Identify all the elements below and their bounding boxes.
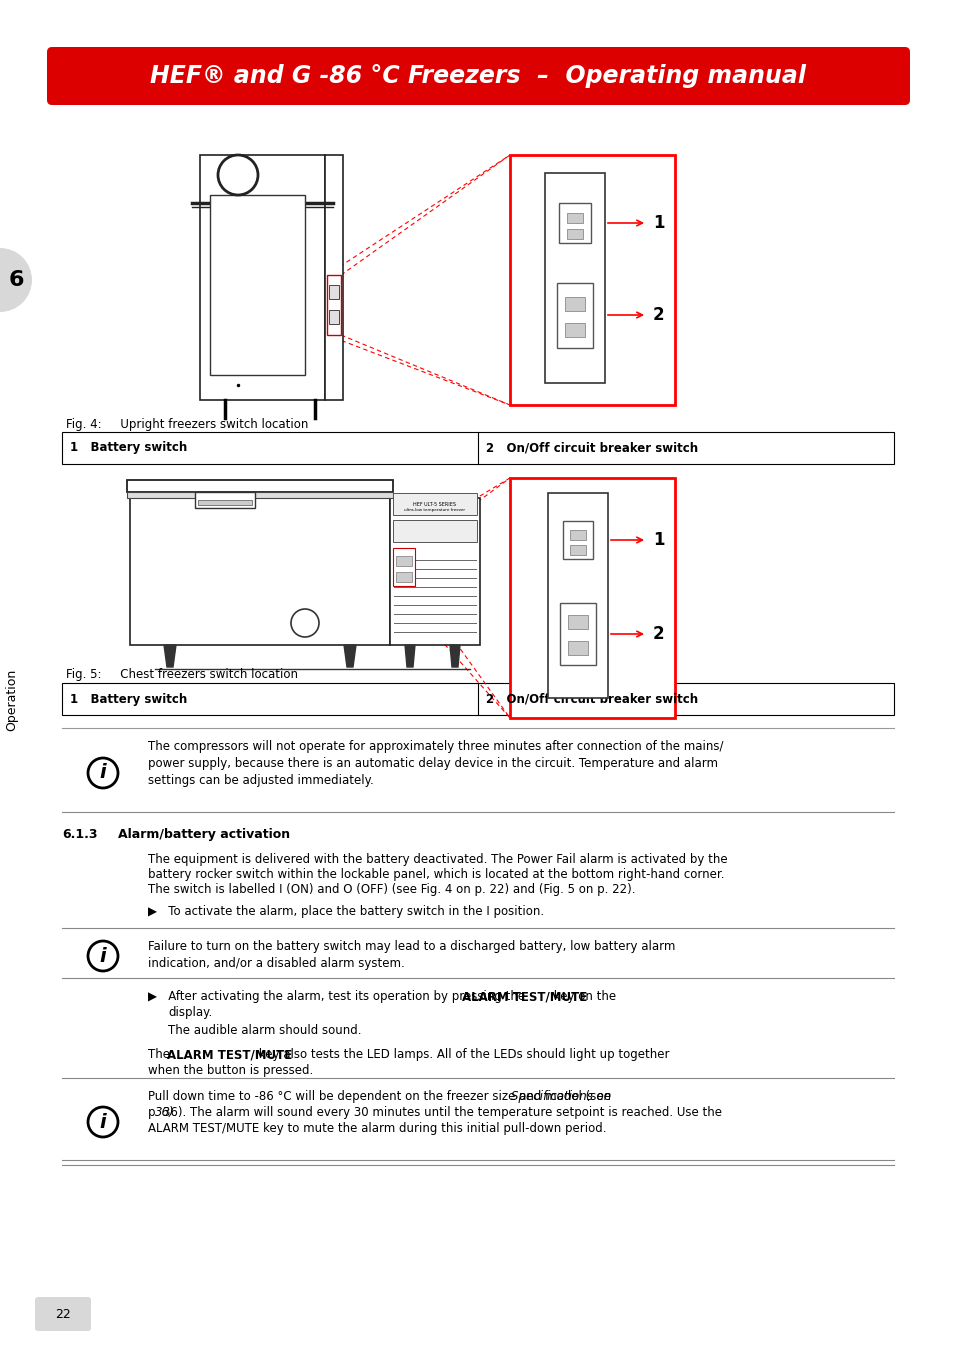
Bar [127,491,393,498]
Text: ▶   To activate the alarm, place the battery switch in the I position.: ▶ To activate the alarm, place the batte… [148,904,543,918]
Bar [567,641,587,655]
Bar [329,310,338,324]
Text: 6.1.3: 6.1.3 [62,828,97,841]
Circle shape [88,1107,118,1137]
Text: ALARM TEST/MUTE: ALARM TEST/MUTE [461,990,586,1003]
Bar [327,275,340,335]
Text: Pull down time to -86 °C will be dependent on the freezer size and model (see: Pull down time to -86 °C will be depende… [148,1089,614,1103]
Text: The equipment is delivered with the battery deactivated. The Power Fail alarm is: The equipment is delivered with the batt… [148,853,727,865]
Bar [564,323,584,338]
Bar [393,493,476,514]
Text: Operation: Operation [6,668,18,732]
Bar [510,155,675,405]
Polygon shape [450,645,459,667]
Text: 22: 22 [55,1308,71,1320]
Text: ultra-low temperature freezer: ultra-low temperature freezer [404,508,465,512]
Bar [395,556,412,566]
Bar [198,500,252,505]
Bar [566,230,582,239]
Bar [559,603,596,666]
Text: Alarm/battery activation: Alarm/battery activation [118,828,290,841]
Bar [558,202,590,243]
Text: 2: 2 [652,625,664,643]
Text: i: i [99,946,106,965]
Bar [127,481,393,491]
Text: The compressors will not operate for approximately three minutes after connectio: The compressors will not operate for app… [148,740,722,787]
Text: 36).: 36). [154,1106,178,1119]
Text: 2   On/Off circuit breaker switch: 2 On/Off circuit breaker switch [485,441,698,455]
Polygon shape [164,645,175,667]
Text: display.: display. [168,1006,212,1019]
Text: when the button is pressed.: when the button is pressed. [148,1064,313,1077]
Text: HEF® and G -86 °C Freezers  –  Operating manual: HEF® and G -86 °C Freezers – Operating m… [151,63,805,88]
Bar [564,297,584,310]
Bar [325,155,343,400]
Bar [544,173,604,383]
Text: battery rocker switch within the lockable panel, which is located at the bottom : battery rocker switch within the lockabl… [148,868,723,882]
Bar [562,521,593,559]
Text: Specifications on: Specifications on [510,1089,611,1103]
Text: Fig. 4:     Upright freezers switch location: Fig. 4: Upright freezers switch location [66,418,308,431]
Circle shape [88,941,118,971]
Wedge shape [0,248,32,312]
Bar [569,531,585,540]
Text: ▶   After activating the alarm, test its operation by pressing the: ▶ After activating the alarm, test its o… [148,990,528,1003]
Text: 6: 6 [9,270,24,290]
Text: ALARM TEST/MUTE: ALARM TEST/MUTE [167,1048,292,1061]
Polygon shape [405,645,415,667]
Bar [329,285,338,298]
Text: 1: 1 [652,531,664,549]
Text: Failure to turn on the battery switch may lead to a discharged battery, low batt: Failure to turn on the battery switch ma… [148,940,675,971]
Circle shape [88,757,118,788]
Bar [130,498,390,645]
FancyBboxPatch shape [35,1297,91,1331]
Bar [200,155,325,400]
Bar [62,683,893,716]
Text: The audible alarm should sound.: The audible alarm should sound. [168,1025,361,1037]
Bar [62,432,893,464]
Bar [210,194,305,375]
Circle shape [218,155,257,194]
Polygon shape [344,645,355,667]
Text: The: The [148,1048,173,1061]
Text: HEF ULT-5 SERIES: HEF ULT-5 SERIES [413,502,456,508]
Bar [510,478,675,718]
Bar [390,498,479,645]
Bar [557,284,593,348]
Text: p. 36). The alarm will sound every 30 minutes until the temperature setpoint is : p. 36). The alarm will sound every 30 mi… [148,1106,721,1119]
Text: The switch is labelled I (ON) and O (OFF) (see Fig. 4 on p. 22) and (Fig. 5 on p: The switch is labelled I (ON) and O (OFF… [148,883,635,896]
Bar [567,616,587,629]
Text: 1   Battery switch: 1 Battery switch [70,693,187,706]
Text: ALARM TEST/MUTE key to mute the alarm during this initial pull-down period.: ALARM TEST/MUTE key to mute the alarm du… [148,1122,606,1135]
Text: 2: 2 [652,306,664,324]
Bar [395,572,412,582]
Bar [393,548,415,586]
Text: i: i [99,764,106,783]
Bar [393,520,476,541]
Text: 1   Battery switch: 1 Battery switch [70,441,187,455]
Text: 2   On/Off circuit breaker switch: 2 On/Off circuit breaker switch [485,693,698,706]
Circle shape [291,609,318,637]
Text: key on the: key on the [550,990,616,1003]
Bar [547,493,607,698]
Text: Fig. 5:     Chest freezers switch location: Fig. 5: Chest freezers switch location [66,668,297,680]
Bar [194,491,254,508]
FancyBboxPatch shape [47,47,909,105]
Text: key also tests the LED lamps. All of the LEDs should light up together: key also tests the LED lamps. All of the… [255,1048,669,1061]
Bar [566,213,582,223]
Bar [569,545,585,555]
Text: 1: 1 [652,215,664,232]
Text: i: i [99,1112,106,1131]
